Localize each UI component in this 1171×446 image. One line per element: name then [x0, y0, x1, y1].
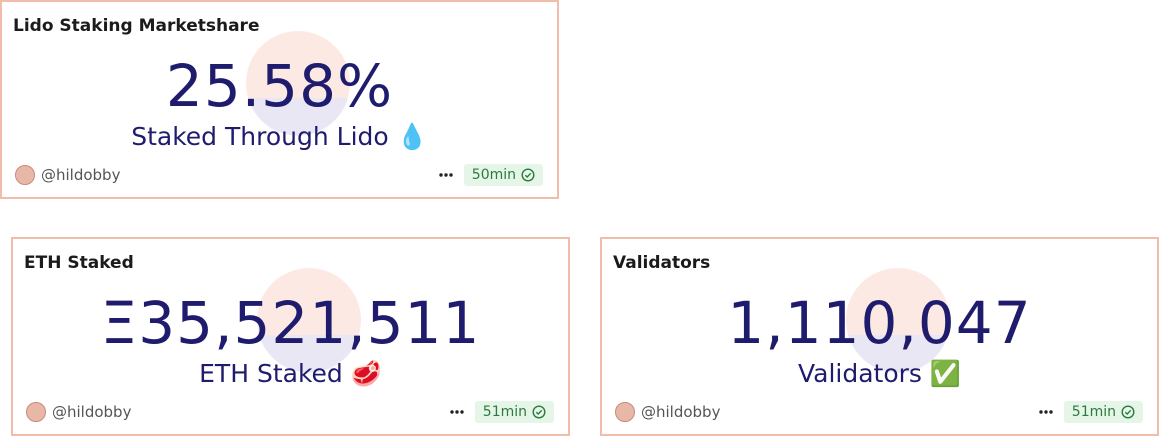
card-footer: @hildobby 50min	[15, 163, 543, 187]
counter-value: Ξ35,521,511	[100, 289, 481, 357]
refresh-age: 51min	[1071, 404, 1116, 420]
counter-card: ETH Staked Ξ35,521,511 ETH Staked 🥩 @hildob…	[11, 237, 570, 436]
author-avatar[interactable]	[15, 165, 35, 185]
watermark	[249, 265, 369, 385]
check-icon	[532, 405, 546, 419]
refresh-badge[interactable]: 50min	[463, 164, 543, 186]
author-avatar[interactable]	[26, 402, 46, 422]
counter-card: Lido Staking Marketshare 25.58% Staked Thr…	[0, 0, 559, 199]
counter-caption: Staked Through Lido 💧	[131, 122, 428, 151]
card-footer: @hildobby 51min	[615, 400, 1143, 424]
menu-button[interactable]	[438, 172, 454, 178]
check-icon	[521, 168, 535, 182]
card-title[interactable]: ETH Staked	[24, 253, 134, 273]
counter-value: 1,110,047	[727, 289, 1032, 357]
author-avatar[interactable]	[615, 402, 635, 422]
counter-card: Validators 1,110,047 Validators ✅ @hildobby…	[600, 237, 1159, 436]
watermark	[838, 265, 958, 385]
card-footer: @hildobby 51min	[26, 400, 554, 424]
refresh-age: 50min	[471, 167, 516, 183]
author-name[interactable]: @hildobby	[641, 403, 721, 421]
refresh-badge[interactable]: 51min	[474, 401, 554, 423]
watermark	[238, 28, 358, 148]
counter-caption: Validators ✅	[797, 359, 962, 388]
card-title[interactable]: Validators	[613, 253, 711, 273]
counter-caption: ETH Staked 🥩	[199, 359, 382, 388]
menu-button[interactable]	[449, 409, 465, 415]
author-name[interactable]: @hildobby	[41, 166, 121, 184]
card-title[interactable]: Lido Staking Marketshare	[13, 16, 260, 36]
check-icon	[1121, 405, 1135, 419]
refresh-badge[interactable]: 51min	[1063, 401, 1143, 423]
refresh-age: 51min	[482, 404, 527, 420]
counter-value: 25.58%	[165, 52, 394, 120]
author-name[interactable]: @hildobby	[52, 403, 132, 421]
menu-button[interactable]	[1038, 409, 1054, 415]
